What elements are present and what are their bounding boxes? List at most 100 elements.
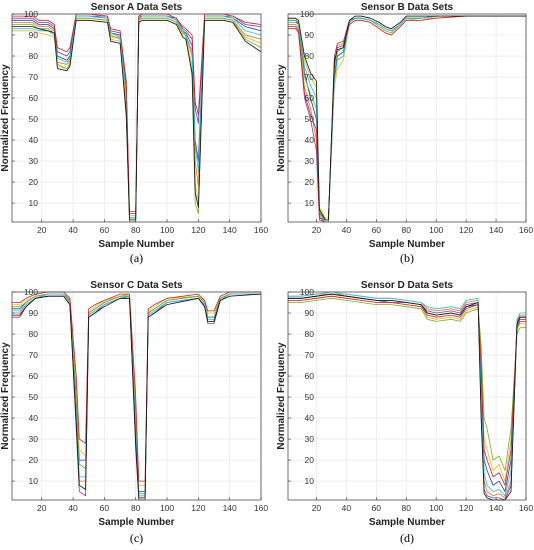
y-tick-label: 60 — [29, 371, 39, 381]
x-tick-label: 20 — [312, 503, 322, 513]
chart-panel-sensor-d: 20 40 60 80 100 120 140 160 10 20 30 40 50 60 70 80 90 10… — [276, 280, 533, 545]
x-tick-label: 100 — [429, 225, 443, 235]
x-tick-label: 120 — [191, 225, 205, 235]
axes-frame — [11, 291, 262, 501]
series-line — [288, 291, 526, 497]
chart-title: Sensor C Data Sets — [90, 280, 183, 291]
y-tick-label: 70 — [29, 350, 39, 360]
y-tick-label: 100 — [300, 287, 314, 297]
y-tick-label: 40 — [305, 413, 315, 423]
x-axis-label: Sample Number — [98, 517, 174, 528]
y-tick-label: 20 — [305, 177, 315, 187]
x-tick-label: 60 — [372, 503, 382, 513]
y-tick-label: 100 — [300, 9, 314, 19]
chart-title: Sensor A Data Sets — [91, 2, 183, 13]
series-line — [12, 293, 262, 499]
x-tick-label: 100 — [160, 225, 174, 235]
series-line — [288, 15, 526, 221]
x-tick-label: 160 — [519, 225, 533, 235]
y-tick-label: 90 — [305, 308, 315, 318]
x-tick-label: 140 — [489, 225, 503, 235]
series-line — [12, 19, 262, 221]
axes-frame — [287, 291, 527, 501]
x-tick-label: 160 — [519, 503, 533, 513]
y-tick-label: 30 — [305, 434, 315, 444]
y-tick-label: 10 — [305, 476, 315, 486]
x-tick-label: 120 — [459, 503, 473, 513]
y-tick-label: 100 — [24, 9, 38, 19]
series-line — [288, 295, 526, 486]
x-tick-label: 80 — [131, 503, 141, 513]
y-axis-label: Normalized Frequency — [276, 64, 287, 172]
panel-caption: (a) — [130, 251, 143, 265]
y-axis-label: Normalized Frequency — [0, 342, 11, 450]
y-tick-label: 80 — [29, 329, 39, 339]
y-axis-label: Normalized Frequency — [276, 342, 287, 450]
x-tick-label: 80 — [402, 225, 412, 235]
y-tick-label: 70 — [305, 72, 315, 82]
x-tick-label: 160 — [254, 503, 268, 513]
y-tick-label: 30 — [305, 156, 315, 166]
x-axis-label: Sample Number — [369, 517, 445, 528]
y-tick-label: 100 — [24, 287, 38, 297]
series-line — [288, 15, 526, 223]
axes-frame — [287, 13, 527, 223]
y-tick-label: 10 — [29, 198, 39, 208]
plot-area — [288, 292, 526, 500]
x-tick-label: 40 — [68, 503, 78, 513]
y-tick-label: 30 — [29, 434, 39, 444]
axes-frame — [11, 13, 262, 223]
y-tick-label: 50 — [29, 114, 39, 124]
series-line — [12, 293, 261, 497]
chart-title: Sensor B Data Sets — [361, 2, 454, 13]
series-line — [12, 15, 262, 215]
x-tick-label: 120 — [459, 225, 473, 235]
x-tick-label: 40 — [342, 503, 352, 513]
y-tick-label: 40 — [29, 135, 39, 145]
y-tick-label: 50 — [305, 392, 315, 402]
plot-area — [288, 14, 526, 222]
y-tick-label: 20 — [29, 177, 39, 187]
panel-caption: (b) — [400, 251, 414, 265]
y-tick-label: 70 — [29, 72, 39, 82]
chart-panel-sensor-c: 20 40 60 80 100 120 140 160 10 20 30 40 50 60 70 80 90 10… — [0, 280, 268, 545]
x-tick-label: 60 — [100, 503, 110, 513]
x-tick-label: 100 — [429, 503, 443, 513]
x-tick-label: 60 — [372, 225, 382, 235]
y-tick-label: 40 — [29, 413, 39, 423]
chart-title: Sensor D Data Sets — [361, 280, 454, 291]
series-line — [288, 297, 526, 472]
y-tick-label: 50 — [305, 114, 315, 124]
series-line — [12, 13, 262, 212]
y-tick-label: 90 — [29, 30, 39, 40]
x-tick-label: 80 — [402, 503, 412, 513]
chart-panel-sensor-a: 20 40 60 80 100 120 140 160 10 20 30 40 50 60 70 80 90 10… — [0, 2, 268, 265]
x-tick-label: 40 — [68, 225, 78, 235]
x-tick-label: 140 — [489, 503, 503, 513]
y-tick-label: 20 — [29, 455, 39, 465]
y-tick-label: 30 — [29, 156, 39, 166]
chart-panel-sensor-b: 20 40 60 80 100 120 140 160 10 20 30 40 50 60 70 80 90 10… — [276, 2, 533, 265]
y-tick-label: 60 — [29, 93, 39, 103]
y-tick-label: 20 — [305, 455, 315, 465]
x-tick-label: 120 — [191, 503, 205, 513]
y-tick-label: 80 — [305, 51, 315, 61]
x-tick-label: 100 — [160, 503, 174, 513]
series-line — [12, 15, 262, 219]
y-tick-label: 10 — [29, 476, 39, 486]
x-tick-label: 140 — [223, 225, 237, 235]
y-tick-label: 60 — [305, 93, 315, 103]
x-tick-label: 80 — [131, 225, 141, 235]
y-axis-label: Normalized Frequency — [0, 64, 11, 172]
y-tick-label: 50 — [29, 392, 39, 402]
x-axis-label: Sample Number — [98, 239, 174, 250]
y-tick-label: 80 — [305, 329, 315, 339]
x-tick-label: 60 — [100, 225, 110, 235]
x-tick-label: 40 — [342, 225, 352, 235]
x-tick-label: 20 — [37, 503, 47, 513]
panel-caption: (c) — [130, 531, 143, 545]
y-tick-label: 80 — [29, 51, 39, 61]
y-tick-label: 10 — [305, 198, 315, 208]
series-line — [288, 15, 526, 221]
